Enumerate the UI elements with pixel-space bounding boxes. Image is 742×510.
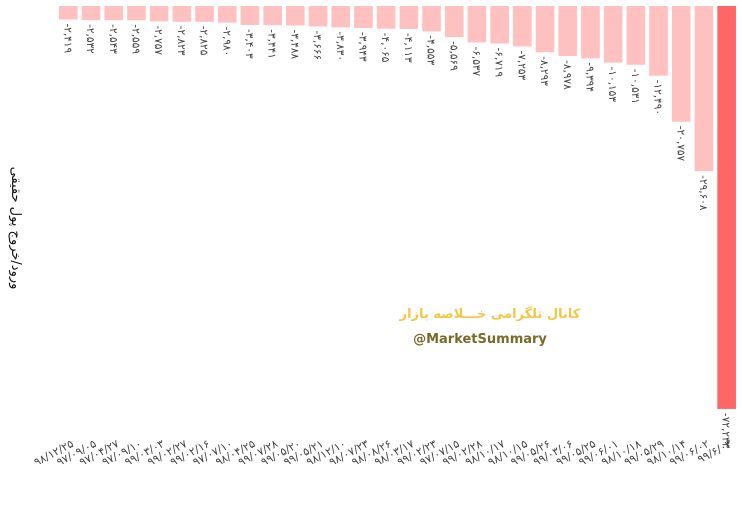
value-label: -۳,۹۴۳: [356, 32, 368, 62]
bar: [603, 6, 623, 63]
bar: [444, 6, 464, 38]
value-label: -۲,۴۱۹: [61, 23, 73, 53]
value-label: -۳,۴۴۱: [266, 29, 278, 59]
value-label: -۲,۹۸۰: [220, 27, 232, 57]
bar: [558, 6, 578, 57]
value-label: -۴,۰۶۵: [379, 33, 391, 63]
bar: [694, 6, 714, 172]
value-label: -۲,۵۴۳: [107, 24, 119, 54]
bar: [308, 6, 328, 27]
bar: [535, 6, 555, 53]
value-label: -۱۲,۴۹۰: [652, 80, 664, 115]
value-label: -۲,۵۳۲: [84, 24, 96, 54]
bar: [331, 6, 351, 28]
bar: [81, 6, 101, 21]
value-label: -۲,۵۵۹: [129, 24, 141, 54]
value-label: -۴,۱۱۳: [402, 33, 414, 63]
bar: [467, 6, 487, 43]
bar: [263, 6, 282, 26]
bar: [172, 6, 192, 22]
value-label: -۳,۸۳۰: [334, 31, 346, 61]
bar: [490, 6, 509, 44]
value-label: -۷,۲۵۳: [515, 50, 527, 80]
value-label: -۲,۸۲۵: [198, 26, 210, 56]
bar: [127, 6, 146, 21]
value-label: -۵,۵۶۹: [447, 41, 459, 71]
bar: [717, 6, 736, 409]
value-label: -۱۰,۵۳۱: [629, 69, 641, 104]
watermark-handle: @MarketSummary: [413, 332, 547, 347]
value-label: -۲۰,۷۵۷: [674, 126, 686, 162]
value-label: -۲,۷۵۷: [152, 25, 164, 55]
bar: [376, 6, 396, 29]
value-label: -۹,۳۹۴: [583, 62, 595, 92]
bar: [649, 6, 668, 76]
value-label: -۴,۵۵۳: [425, 35, 437, 65]
bar: [354, 6, 373, 28]
bar: [217, 6, 237, 23]
bar: [149, 6, 169, 22]
bar: [581, 6, 600, 59]
bar: [195, 6, 214, 22]
bar: [240, 6, 260, 25]
value-label: -۳,۶۶۶: [311, 30, 323, 60]
value-label: -۲۹,۶۰۸: [697, 175, 709, 211]
bar: [59, 6, 78, 20]
value-label: -۸,۹۷۸: [561, 60, 573, 90]
value-label: -۳,۴۰۳: [243, 29, 255, 59]
value-label: -۶,۵۳۷: [470, 46, 482, 76]
value-label: -۸,۲۹۳: [538, 56, 550, 86]
value-label: -۲,۸۲۳: [175, 26, 187, 56]
bar: [422, 6, 441, 32]
y-axis-label: ورود/خروج پول حقیقی: [8, 167, 23, 290]
bar: [626, 6, 646, 65]
watermark: کانال تلگرامی خـــلاصه بازار: [399, 306, 581, 322]
bar: [513, 6, 532, 47]
bar: [104, 6, 124, 21]
bar: [671, 6, 691, 122]
bar: [399, 6, 419, 29]
value-label: -۶,۷۱۹: [493, 47, 505, 77]
value-label: -۱۰,۱۵۳: [606, 67, 618, 103]
value-label: -۷۲,۲۳۳: [720, 413, 732, 449]
value-label: -۳,۴۸۸: [288, 29, 300, 59]
bar: [286, 6, 305, 26]
